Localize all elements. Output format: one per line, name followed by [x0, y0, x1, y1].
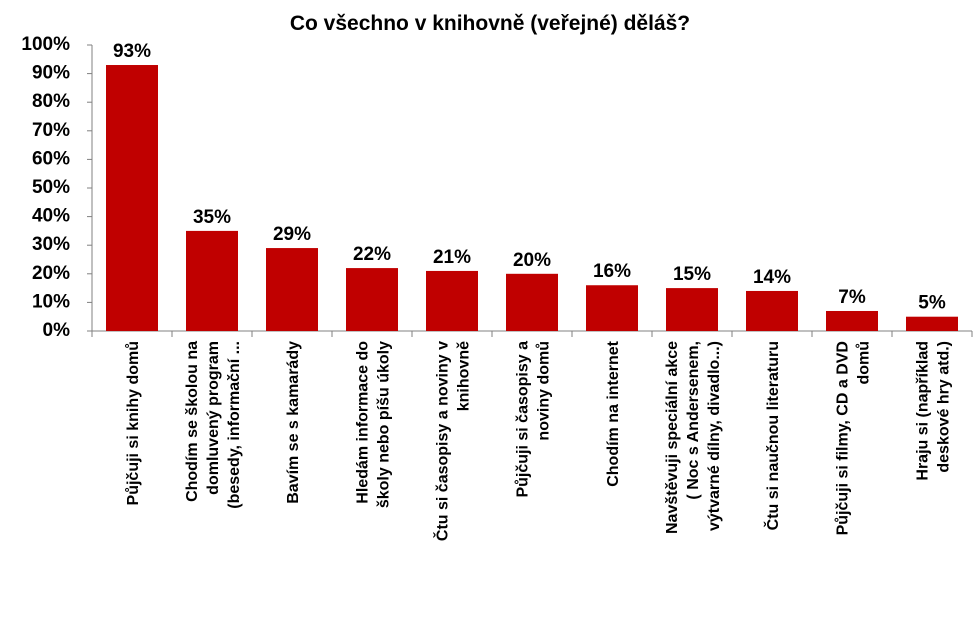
- value-label: 20%: [513, 250, 551, 271]
- y-tick-label: 100%: [21, 34, 70, 55]
- x-tick-label: Navštěvuji speciální akce: [664, 341, 681, 534]
- bar: [506, 273, 558, 331]
- value-label: 7%: [838, 287, 866, 308]
- bar: [346, 268, 398, 331]
- y-tick-label: 70%: [32, 120, 70, 141]
- x-tick-label: Půjčuji si filmy, CD a DVD: [835, 341, 852, 535]
- x-tick-label: domluvený program: [205, 341, 222, 495]
- y-tick-label: 20%: [32, 263, 70, 284]
- value-label: 5%: [918, 293, 946, 314]
- x-tick-label: výtvarné dílny, divadlo...): [706, 341, 723, 531]
- x-tick-label: noviny domů: [536, 341, 553, 441]
- y-tick-label: 60%: [32, 148, 70, 169]
- value-label: 21%: [433, 247, 471, 268]
- x-tick-label: Bavím se s kamarády: [285, 341, 302, 504]
- bar: [586, 285, 638, 331]
- x-tick-label: Čtu si naučnou literaturu: [763, 341, 782, 530]
- bar: [106, 65, 158, 332]
- bar: [426, 270, 478, 331]
- y-tick-label: 90%: [32, 63, 70, 84]
- value-label: 93%: [113, 41, 151, 62]
- value-label: 29%: [273, 224, 311, 245]
- bar: [746, 290, 798, 331]
- y-tick-label: 80%: [32, 91, 70, 112]
- x-tick-label: Půjčuji si časopisy a: [515, 341, 532, 498]
- bar: [906, 316, 958, 331]
- x-tick-label: školy nebo píšu úkoly: [376, 341, 393, 508]
- x-tick-label: Půjčuji si knihy domů: [125, 341, 142, 505]
- bar: [186, 230, 238, 331]
- y-tick-label: 30%: [32, 234, 70, 255]
- x-tick-label: Čtu si časopisy a noviny v: [433, 341, 452, 541]
- value-label: 22%: [353, 244, 391, 265]
- value-label: 15%: [673, 264, 711, 285]
- x-tick-label: Hledám informace do: [355, 341, 372, 504]
- x-tick-label: Chodím na internet: [605, 340, 622, 486]
- x-tick-label: deskové hry atd.): [936, 341, 953, 473]
- value-label: 14%: [753, 267, 791, 288]
- y-tick-label: 40%: [32, 206, 70, 227]
- x-tick-label: Hraju si (například: [915, 341, 932, 481]
- value-label: 35%: [193, 207, 231, 228]
- x-tick-label: knihovně: [456, 341, 473, 411]
- bar: [826, 310, 878, 331]
- x-tick-label: (besedy, informační ...: [226, 341, 243, 509]
- x-tick-label: ( Noc s Andersenem,: [685, 341, 702, 500]
- y-tick-label: 10%: [32, 291, 70, 312]
- y-tick-label: 50%: [32, 177, 70, 198]
- value-label: 16%: [593, 261, 631, 282]
- bar: [266, 248, 318, 331]
- y-tick-label: 0%: [43, 320, 71, 341]
- x-tick-label: Chodím se školou na: [184, 341, 201, 502]
- x-tick-label: domů: [856, 341, 873, 385]
- chart-title: Co všechno v knihovně (veřejné) děláš?: [290, 12, 690, 35]
- bar: [666, 288, 718, 331]
